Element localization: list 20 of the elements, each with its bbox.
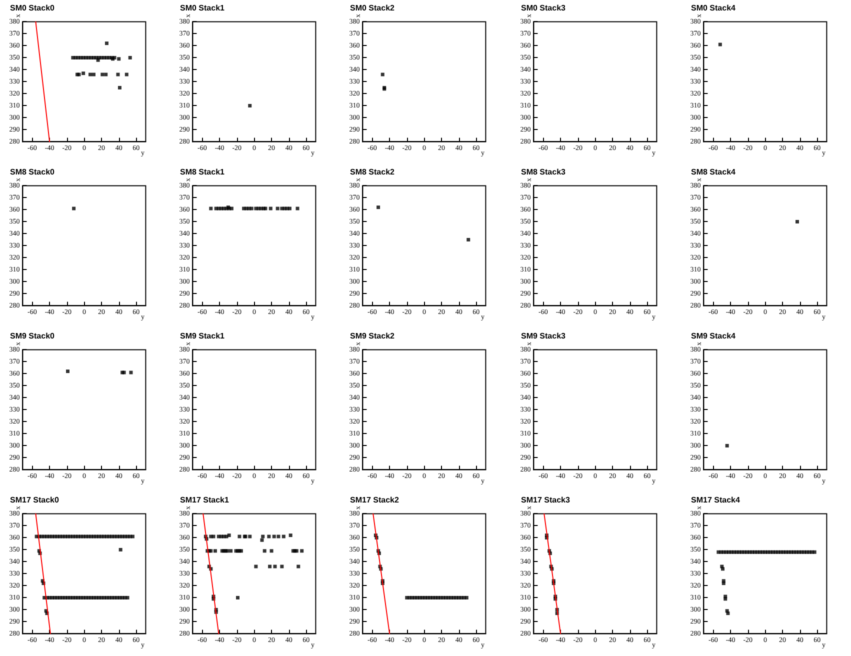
chart-title: SM0 Stack2 <box>350 4 396 12</box>
chart-title: SM0 Stack0 <box>10 4 56 12</box>
chart-title: SM9 Stack2 <box>350 332 396 340</box>
chart-title: SM17 Stack2 <box>350 496 400 504</box>
chart-title: SM8 Stack0 <box>10 168 56 176</box>
chart-title: SM9 Stack1 <box>180 332 226 340</box>
chart-title: SM0 Stack4 <box>690 4 736 12</box>
chart-title: SM8 Stack2 <box>350 168 396 176</box>
chart-title: SM8 Stack4 <box>690 168 736 176</box>
chart-title: SM17 Stack4 <box>690 496 740 504</box>
chart-title: SM17 Stack1 <box>180 496 230 504</box>
chart-title: SM9 Stack4 <box>690 332 736 340</box>
chart-title: SM9 Stack0 <box>10 332 56 340</box>
chart-title: SM17 Stack0 <box>10 496 60 504</box>
chart-title: SM8 Stack1 <box>180 168 226 176</box>
chart-title: SM0 Stack1 <box>180 4 226 12</box>
chart-title: SM0 Stack3 <box>520 4 566 12</box>
chart-title: SM17 Stack3 <box>520 496 570 504</box>
chart-title: SM8 Stack3 <box>520 168 566 176</box>
chart-title: SM9 Stack3 <box>520 332 566 340</box>
